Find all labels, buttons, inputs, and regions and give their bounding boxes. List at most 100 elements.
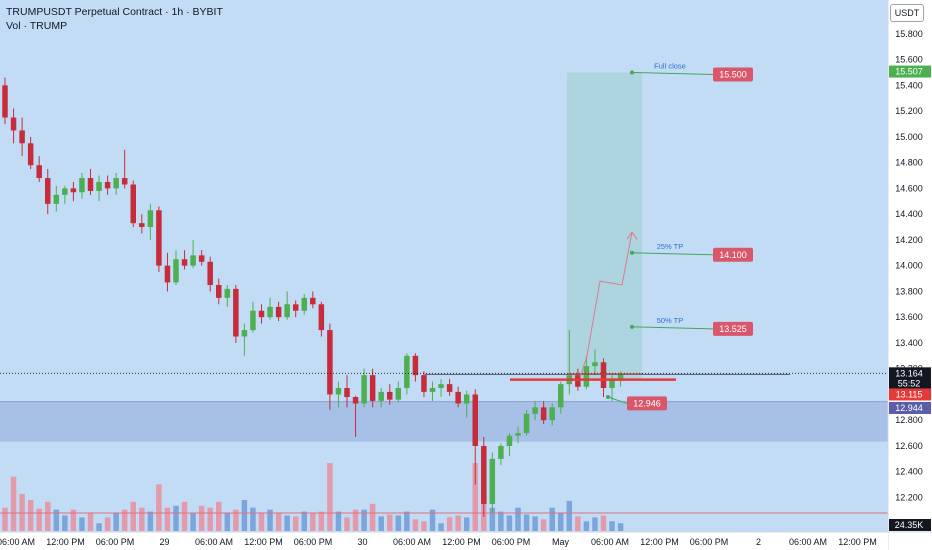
candle-body bbox=[190, 255, 196, 266]
volume-bar bbox=[53, 509, 60, 531]
candle-body bbox=[481, 445, 487, 504]
candle-body bbox=[156, 210, 162, 266]
candle-body bbox=[421, 375, 427, 392]
annotation-price-tag-text: 13.525 bbox=[719, 324, 747, 334]
candle-body bbox=[164, 265, 171, 283]
candle-body bbox=[404, 355, 410, 389]
volume-bar bbox=[2, 507, 8, 531]
y-tick-label: 14.200 bbox=[895, 235, 923, 245]
candle-body bbox=[540, 407, 547, 421]
candle-body bbox=[429, 388, 436, 392]
annotation-label: Full close bbox=[654, 61, 686, 70]
support-band bbox=[0, 401, 888, 442]
volume-bar bbox=[62, 515, 68, 531]
volume-bar bbox=[45, 501, 51, 531]
volume-bar bbox=[216, 501, 222, 531]
volume-bar bbox=[310, 513, 316, 531]
candle-body bbox=[173, 259, 179, 283]
x-tick-label: 06:00 PM bbox=[492, 537, 531, 547]
candle-body bbox=[53, 194, 60, 204]
price-axis-tag-text: 13.164 bbox=[895, 368, 923, 378]
annotation-label: 25% TP bbox=[657, 242, 684, 251]
volume-bar bbox=[429, 509, 436, 531]
y-tick-label: 12.800 bbox=[895, 415, 923, 425]
candle-body bbox=[318, 304, 325, 331]
volume-bar bbox=[532, 516, 538, 531]
candle-body bbox=[327, 330, 333, 395]
candle-body bbox=[455, 391, 461, 404]
volume-bar bbox=[463, 517, 470, 531]
x-tick-label: 06:00 PM bbox=[294, 537, 333, 547]
annotation-price-tag bbox=[713, 247, 753, 262]
y-tick-label: 15.000 bbox=[895, 132, 923, 142]
target-zone bbox=[567, 72, 642, 380]
candle-body bbox=[532, 407, 538, 414]
currency-unit-button[interactable]: USDT bbox=[890, 4, 924, 22]
candle-body bbox=[369, 375, 376, 401]
time-axis-background bbox=[0, 532, 888, 550]
candle-body bbox=[62, 188, 68, 195]
volume-bar bbox=[352, 509, 359, 531]
volume-axis-tag-text: 24.35K bbox=[895, 520, 924, 530]
x-tick-label: 12:00 PM bbox=[838, 537, 877, 547]
candle-body bbox=[600, 362, 607, 389]
volume-bar bbox=[617, 523, 624, 531]
y-tick-label: 13.800 bbox=[895, 286, 923, 296]
volume-bar bbox=[301, 511, 307, 531]
candle-body bbox=[258, 310, 265, 318]
volume-bar bbox=[421, 521, 427, 531]
x-tick-label: 06:00 AM bbox=[393, 537, 431, 547]
volume-bar bbox=[190, 513, 196, 531]
candle-body bbox=[36, 165, 42, 179]
volume-bar bbox=[446, 517, 453, 531]
candle-body bbox=[361, 375, 367, 404]
candle-body bbox=[113, 178, 119, 189]
candle-body bbox=[344, 388, 350, 398]
annotation-price-tag bbox=[713, 67, 753, 82]
candle-body bbox=[241, 330, 248, 337]
candle-body bbox=[87, 178, 94, 191]
candle-body bbox=[19, 130, 25, 144]
volume-bar bbox=[566, 500, 573, 531]
candle-body bbox=[275, 306, 282, 318]
volume-bar bbox=[284, 515, 290, 531]
volume-bar bbox=[515, 507, 521, 531]
volume-bar bbox=[404, 511, 410, 531]
volume-bar bbox=[292, 516, 299, 531]
candle-body bbox=[10, 117, 17, 131]
candle-body bbox=[378, 391, 384, 401]
annotation-label: 50% TP bbox=[657, 316, 684, 325]
candle-body bbox=[335, 388, 342, 395]
x-tick-label: 12:00 PM bbox=[442, 537, 481, 547]
annotation-price-tag-text: 14.100 bbox=[719, 250, 747, 260]
candle-body bbox=[96, 181, 102, 191]
annotation-price-tag bbox=[713, 321, 753, 336]
x-tick-label: 06:00 PM bbox=[690, 537, 729, 547]
candle-body bbox=[352, 397, 359, 404]
x-tick-label: May bbox=[552, 537, 570, 547]
x-tick-label: 30 bbox=[357, 537, 367, 547]
candle-body bbox=[592, 362, 598, 367]
candle-body bbox=[515, 433, 521, 436]
volume-bar bbox=[395, 515, 402, 531]
volume-bar bbox=[164, 507, 171, 531]
volume-bar bbox=[275, 513, 282, 531]
volume-bar bbox=[147, 511, 154, 531]
annotation-connector bbox=[607, 396, 628, 404]
y-tick-label: 14.600 bbox=[895, 183, 923, 193]
x-tick-label: 06:00 AM bbox=[789, 537, 827, 547]
volume-bar bbox=[455, 515, 461, 531]
volume-bar bbox=[472, 463, 478, 531]
price-axis-tag bbox=[889, 388, 931, 401]
volume-axis-tag bbox=[889, 519, 931, 531]
candle-body bbox=[472, 394, 478, 446]
candle-body bbox=[147, 210, 154, 228]
volume-bar bbox=[130, 501, 136, 531]
y-tick-label: 12.200 bbox=[895, 493, 923, 503]
volume-bar bbox=[70, 509, 77, 531]
volume-bar bbox=[369, 503, 376, 531]
volume-bar bbox=[361, 509, 367, 531]
